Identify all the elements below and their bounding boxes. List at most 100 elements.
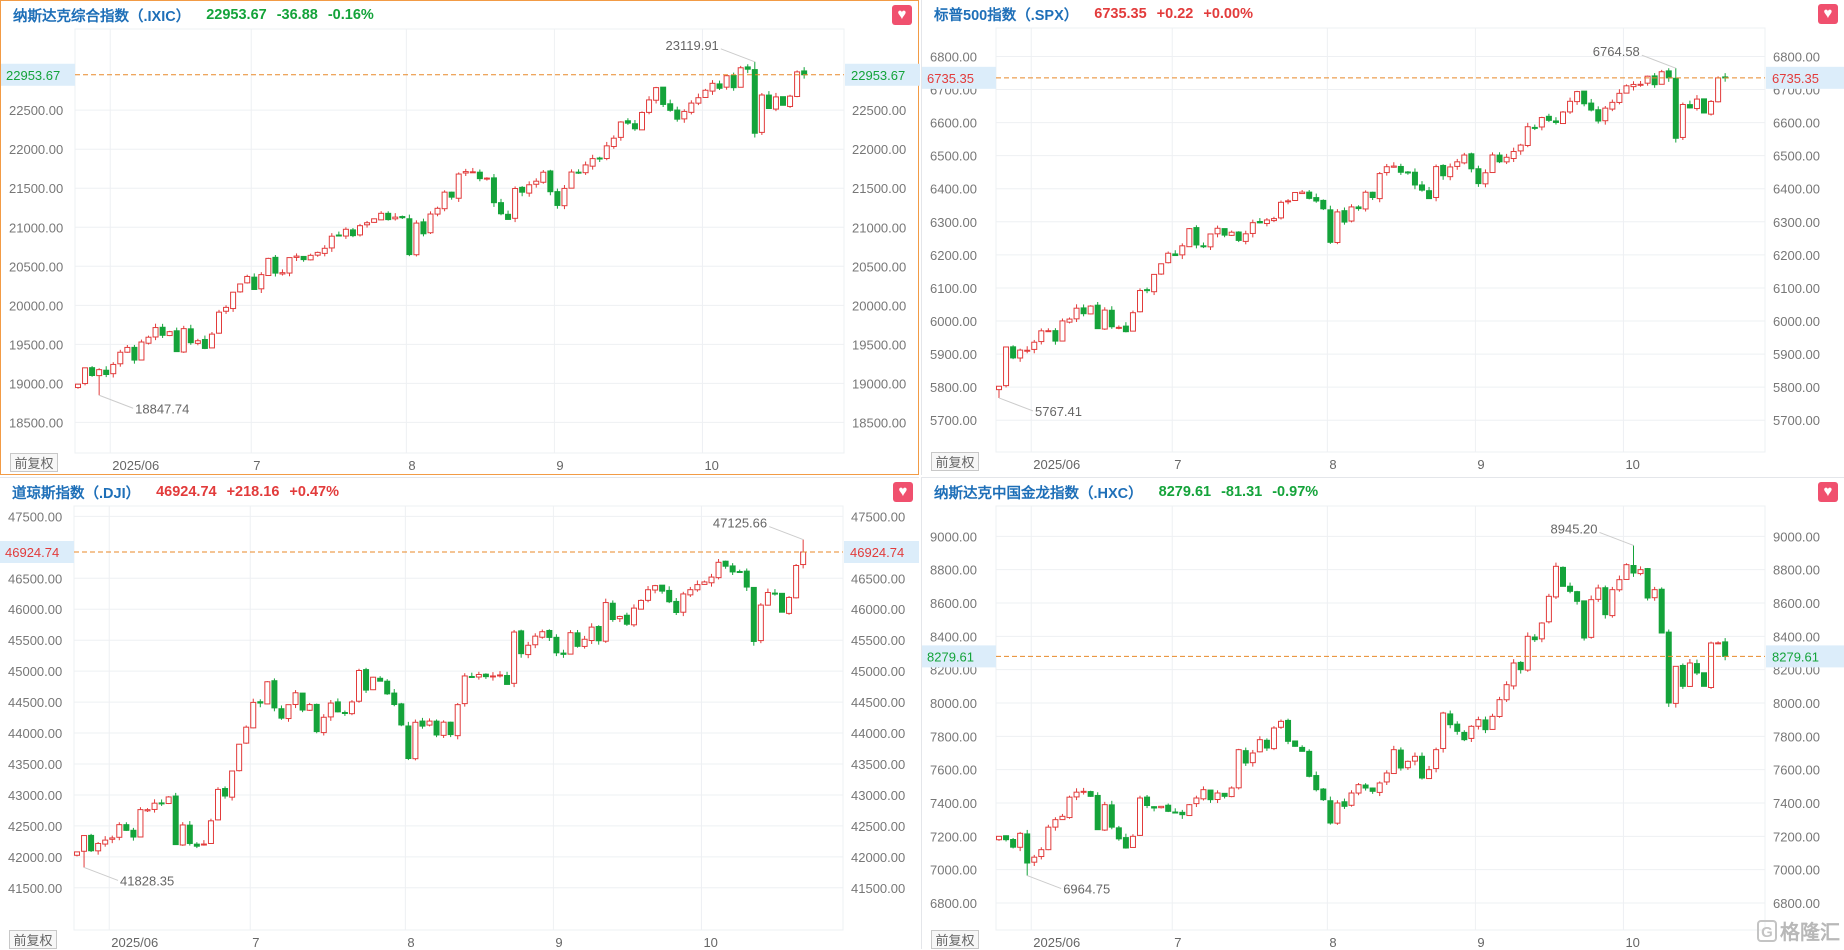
candle [271, 678, 278, 712]
candle-body [1165, 252, 1172, 264]
candle [588, 623, 595, 644]
candle [1073, 304, 1080, 322]
price-adjust-button[interactable]: 前复权 [9, 930, 57, 949]
candle [159, 323, 166, 338]
index-change-percent: -0.97% [1272, 484, 1319, 500]
candle [1158, 263, 1165, 275]
candle-body [1193, 797, 1200, 805]
index-title[interactable]: 道琼斯指数（.DJI） [12, 485, 141, 502]
candle-body [1419, 755, 1425, 779]
candle [1292, 191, 1299, 202]
candle [341, 710, 348, 716]
candle-body [1087, 791, 1094, 797]
candle [533, 178, 540, 188]
candle-body [511, 631, 518, 684]
candle [342, 227, 349, 239]
candle [764, 588, 771, 606]
candle [1461, 152, 1468, 165]
candle-body [179, 824, 186, 846]
current-price-tag-left [922, 66, 996, 89]
candle-body [158, 802, 165, 805]
candle-body [1108, 804, 1115, 828]
candle-body [1496, 699, 1503, 717]
candle-body [751, 69, 758, 134]
candle [532, 633, 539, 649]
candle-body [1426, 769, 1433, 780]
candle [574, 629, 581, 648]
candle-body [264, 681, 271, 705]
candle [1701, 98, 1707, 114]
candle [1221, 792, 1228, 799]
price-adjust-button[interactable]: 前复权 [931, 930, 979, 949]
candle-body [1122, 325, 1129, 333]
candle-body [102, 839, 109, 845]
candlestick-chart[interactable]: 18500.00 18500.00 19000.00 19000.00 19500.00… [1, 1, 920, 476]
y-axis-label-right: 45500.00 [851, 633, 905, 648]
y-axis-label-left: 44000.00 [8, 726, 62, 741]
price-adjust-button[interactable]: 前复权 [931, 452, 979, 471]
y-axis-label-left: 22500.00 [9, 103, 63, 118]
heart-icon[interactable]: ♥ [1818, 482, 1838, 502]
candle [1411, 752, 1418, 766]
candlestick-chart[interactable]: 6800.00 6800.00 7000.00 7000.00 7200.00 7200.… [922, 478, 1844, 950]
candle-body [646, 99, 653, 113]
candle-body [341, 711, 348, 714]
index-title[interactable]: 纳斯达克中国金龙指数（.HXC） [934, 485, 1143, 502]
y-axis-label-left: 7600.00 [930, 763, 977, 778]
candle [653, 86, 660, 104]
candle-body [1299, 191, 1306, 195]
y-axis-label-right: 6400.00 [1773, 182, 1820, 197]
heart-icon[interactable]: ♥ [892, 5, 912, 25]
candle-body [1186, 804, 1193, 817]
index-title[interactable]: 纳斯达克综合指数（.IXIC） [13, 8, 191, 25]
panel-header: 标普500指数（.SPX） 6735.35 +0.22 +0.00% [934, 3, 1253, 25]
heart-icon[interactable]: ♥ [893, 482, 913, 502]
candle [688, 100, 695, 115]
candle-body [1003, 346, 1010, 387]
candle [1024, 346, 1031, 354]
candle [609, 600, 616, 622]
candle-body [1369, 191, 1376, 199]
price-adjust-button[interactable]: 前复权 [10, 453, 58, 472]
candle [229, 770, 236, 801]
candle-body [123, 824, 130, 831]
candle-body [1701, 672, 1707, 687]
candle-body [1390, 165, 1397, 168]
candle-body [1630, 564, 1637, 574]
heart-icon[interactable]: ♥ [1818, 4, 1838, 24]
candle [1426, 186, 1433, 200]
candle-body [771, 592, 778, 595]
candlestick-chart[interactable]: 5700.00 5700.00 5800.00 5800.00 5900.00 5900.… [922, 0, 1844, 475]
candle [1440, 711, 1447, 753]
candle [370, 676, 377, 691]
candle [1355, 205, 1362, 211]
candle [1658, 69, 1665, 85]
panel-header: 道琼斯指数（.DJI） 46924.74 +218.16 +0.47% [12, 481, 339, 503]
candle [539, 629, 546, 639]
candle-body [1538, 622, 1545, 640]
candle-body [356, 670, 362, 702]
candle-body [758, 94, 765, 133]
candle-body [476, 171, 483, 180]
chart-panel-spx[interactable]: 标普500指数（.SPX） 6735.35 +0.22 +0.00% ♥ 570… [921, 0, 1844, 475]
candle-body [701, 581, 708, 585]
candle [645, 586, 652, 603]
candlestick-chart[interactable]: 41500.00 41500.00 42000.00 42000.00 42500.00… [0, 478, 919, 950]
chart-panel-ixic[interactable]: 纳斯达克综合指数（.IXIC） 22953.67 -36.88 -0.16% ♥… [0, 0, 920, 476]
candle-body [1115, 827, 1122, 840]
candle [1454, 721, 1461, 735]
candle [1693, 659, 1700, 676]
candle-body [193, 843, 200, 847]
candle [475, 671, 482, 680]
candle-body [1094, 304, 1101, 330]
candle [448, 191, 455, 200]
candle-body [1602, 107, 1609, 122]
chart-panel-dji[interactable]: 道琼斯指数（.DJI） 46924.74 +218.16 +0.47% ♥ 41… [0, 477, 919, 950]
candle-body [1038, 330, 1045, 343]
candle-body [1538, 117, 1545, 128]
candle [1263, 217, 1270, 227]
candle [469, 167, 476, 174]
index-title[interactable]: 标普500指数（.SPX） [934, 7, 1079, 24]
candle [737, 65, 744, 88]
chart-panel-hxc[interactable]: 纳斯达克中国金龙指数（.HXC） 8279.61 -81.31 -0.97% ♥… [921, 477, 1844, 950]
